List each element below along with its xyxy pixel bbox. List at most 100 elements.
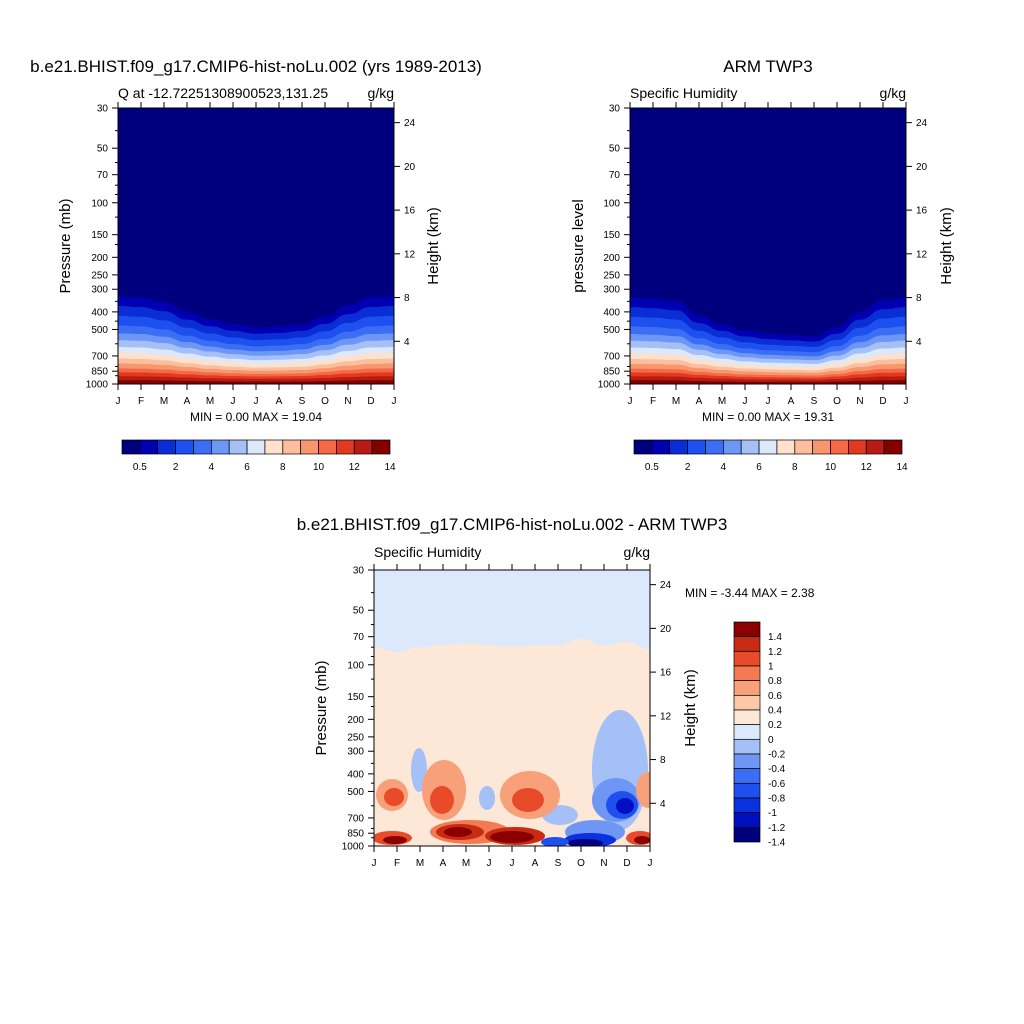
panel-obs-colorbar-label: 10 <box>825 462 837 473</box>
panel-diff-y-tick-label: 1000 <box>342 842 365 853</box>
panel-diff-colorbar-label: 0.6 <box>768 691 782 702</box>
panel-diff-y-tick-label: 70 <box>353 632 365 643</box>
panel-diff-y2-tick-label: 12 <box>660 711 672 722</box>
panel-obs-y-tick-label: 150 <box>603 230 620 241</box>
panel-diff-colorbar-swatch <box>733 650 761 667</box>
panel-diff-negative-area <box>567 839 603 846</box>
panel-diff: b.e21.BHIST.f09_g17.CMIP6-hist-noLu.002 … <box>297 515 815 869</box>
panel-diff-y-tick-label: 100 <box>347 660 364 671</box>
panel-obs-x-tick-label: M <box>718 396 726 407</box>
panel-obs-y-tick-label: 100 <box>603 198 620 209</box>
panel-obs-colorbar-swatch <box>669 439 688 455</box>
panel-model-colorbar-swatch <box>300 439 319 455</box>
panel-model-colorbar-swatch <box>264 439 284 455</box>
panel-diff-y-tick-label: 700 <box>347 813 364 824</box>
panel-obs-x-tick-label: S <box>811 396 818 407</box>
panel-obs-y2-tick-label: 20 <box>916 162 928 173</box>
panel-diff-colorbar-label: -0.6 <box>768 779 786 790</box>
panel-model-y2-tick-label: 20 <box>404 162 416 173</box>
panel-diff-negative-area <box>479 786 495 810</box>
panel-model-y-tick-label: 70 <box>97 170 109 181</box>
panel-obs-x-tick-label: A <box>696 396 703 407</box>
panel-model-x-tick-label: J <box>231 396 236 407</box>
panel-model-colorbar-label: 6 <box>244 462 250 473</box>
panel-diff-x-tick-label: O <box>577 858 585 869</box>
panel-model-y2-axis-label: Height (km) <box>425 207 442 285</box>
panel-model-x-tick-label: S <box>299 396 306 407</box>
panel-model-colorbar: 0.5 2 4 6 8 10 12 14 <box>121 439 396 473</box>
panel-diff-colorbar-swatch <box>733 768 761 784</box>
panel-diff-positive-area <box>634 836 650 844</box>
panel-diff-colorbar-label: -0.8 <box>768 794 786 805</box>
panel-model-colorbar-swatch <box>336 439 355 455</box>
panel-obs-colorbar-swatch <box>740 439 760 455</box>
panel-obs-stats: MIN = 0.00 MAX = 19.31 <box>702 410 834 424</box>
panel-obs-colorbar-swatch <box>776 439 796 455</box>
panel-diff-y-tick-label: 50 <box>353 606 365 617</box>
panel-obs-y-tick-label: 500 <box>603 325 620 336</box>
panel-obs-axes: J F M A M J J A S O N D J 30 50 70 100 150 200 250 300 400 500… <box>598 102 928 407</box>
panel-obs-y2-tick-label: 12 <box>916 249 928 260</box>
panel-diff-colorbar-swatch <box>733 636 761 652</box>
panel-model-x-tick-label: N <box>344 396 351 407</box>
panel-diff-x-tick-label: J <box>372 858 377 869</box>
panel-model-colorbar-swatch <box>371 439 391 455</box>
panel-model-colorbar-label: 2 <box>173 462 179 473</box>
panel-diff-y-tick-label: 500 <box>347 787 364 798</box>
panel-obs-colorbar-swatch <box>812 439 831 455</box>
panel-diff-variable-label: Specific Humidity <box>374 544 481 560</box>
panel-diff-negative-area <box>616 798 634 814</box>
panel-diff-colorbar-swatch <box>733 782 761 799</box>
panel-diff-positive-area <box>384 788 404 806</box>
panel-obs-x-tick-label: D <box>879 396 886 407</box>
panel-model-colorbar-swatch <box>139 439 159 455</box>
panel-model-stats: MIN = 0.00 MAX = 19.04 <box>190 410 322 424</box>
panel-model: b.e21.BHIST.f09_g17.CMIP6-hist-noLu.002 … <box>30 57 482 473</box>
panel-model-y-tick-label: 50 <box>97 144 109 155</box>
panel-obs-colorbar-label: 0.5 <box>645 462 659 473</box>
panel-obs-colorbar-swatch <box>758 439 778 455</box>
panel-model-title: b.e21.BHIST.f09_g17.CMIP6-hist-noLu.002 … <box>30 57 482 76</box>
panel-obs-y2-tick-label: 16 <box>916 206 928 217</box>
panel-diff-colorbar-label: 0.8 <box>768 676 782 687</box>
panel-model-x-tick-label: J <box>254 396 259 407</box>
panel-model-colorbar-swatch <box>246 439 266 455</box>
panel-diff-colorbar-label: -0.4 <box>768 764 786 775</box>
panel-model-colorbar-swatch <box>210 439 230 455</box>
panel-diff-colorbar-swatch <box>733 724 761 740</box>
panel-obs-units-label: g/kg <box>880 85 906 101</box>
panel-obs-colorbar-swatch <box>830 439 849 455</box>
panel-model-y-axis-label: Pressure (mb) <box>57 198 74 293</box>
panel-model-y-tick-label: 700 <box>91 351 108 362</box>
panel-obs-x-tick-label: A <box>788 396 795 407</box>
panel-diff-y-tick-label: 400 <box>347 769 364 780</box>
panel-diff-y2-tick-label: 20 <box>660 624 672 635</box>
panel-model-colorbar-swatch <box>121 439 141 455</box>
panel-obs-x-tick-label: O <box>833 396 841 407</box>
panel-diff-colorbar-swatch <box>733 621 761 638</box>
panel-diff-colorbar-label: -0.2 <box>768 750 786 761</box>
panel-obs-x-tick-label: J <box>628 396 633 407</box>
panel-model-y-tick-label: 400 <box>91 307 108 318</box>
panel-diff-y2-tick-label: 16 <box>660 668 672 679</box>
panel-obs-x-tick-label: J <box>743 396 748 407</box>
panel-model-plot-area <box>118 108 394 384</box>
panel-diff-y-tick-label: 30 <box>353 566 365 577</box>
panel-obs-y-tick-label: 250 <box>603 270 620 281</box>
panel-obs-x-tick-label: M <box>672 396 680 407</box>
panel-model-y-tick-label: 300 <box>91 285 108 296</box>
panel-diff-colorbar-swatch <box>733 826 761 843</box>
panel-diff-x-tick-label: N <box>600 858 607 869</box>
panel-model-y-tick-label: 250 <box>91 270 108 281</box>
panel-diff-y-tick-label: 200 <box>347 715 364 726</box>
panel-obs-y2-tick-label: 8 <box>916 293 922 304</box>
panel-diff-axes: J F M A M J J A S O N D J 30 50 70 100 150 200 250 300 400 500… <box>342 564 672 869</box>
panel-model-colorbar-swatch <box>228 439 248 455</box>
panel-diff-colorbar-label: 1 <box>768 662 774 673</box>
panel-diff-positive-area <box>430 786 454 814</box>
panel-diff-colorbar-label: 0.2 <box>768 720 782 731</box>
panel-model-y-tick-label: 150 <box>91 230 108 241</box>
panel-obs-plot-area <box>630 108 906 384</box>
panel-diff-positive-area <box>383 836 407 844</box>
panel-diff-stats: MIN = -3.44 MAX = 2.38 <box>685 586 815 600</box>
